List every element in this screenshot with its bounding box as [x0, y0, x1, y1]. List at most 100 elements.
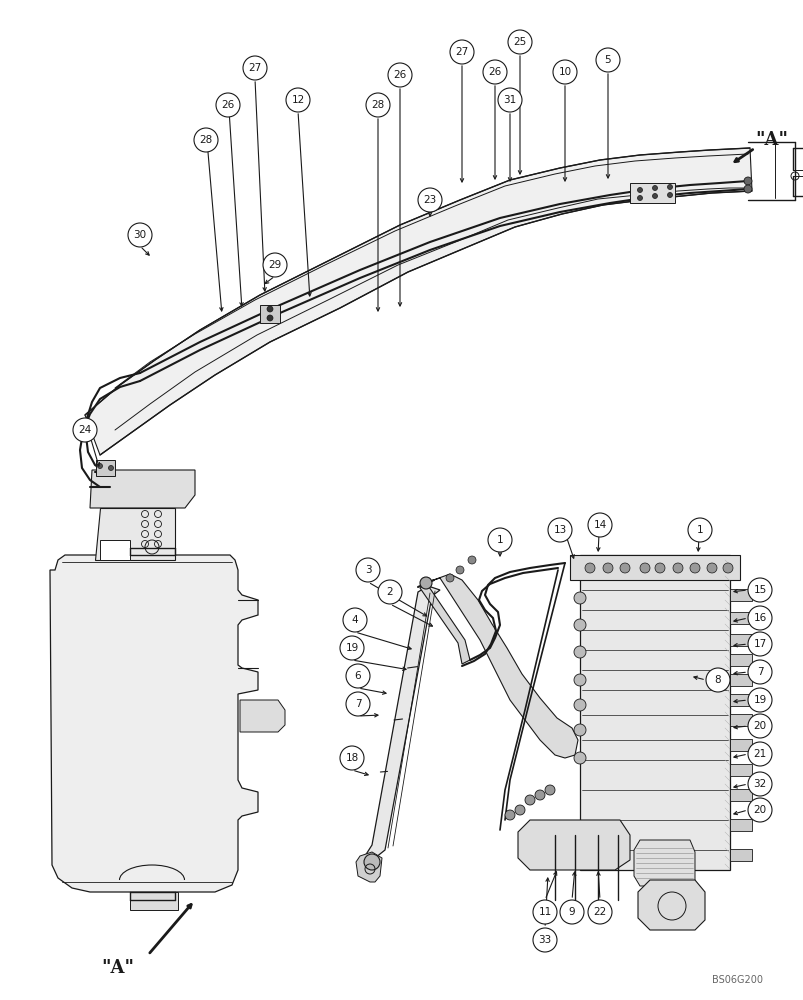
Circle shape — [128, 223, 152, 247]
Circle shape — [345, 664, 369, 688]
Circle shape — [507, 30, 532, 54]
Circle shape — [108, 466, 113, 471]
Polygon shape — [579, 555, 729, 870]
Circle shape — [573, 699, 585, 711]
Polygon shape — [517, 820, 630, 870]
Circle shape — [743, 185, 751, 193]
Circle shape — [687, 518, 711, 542]
Text: "A": "A" — [101, 959, 134, 977]
Circle shape — [345, 692, 369, 716]
Circle shape — [532, 900, 556, 924]
Circle shape — [467, 556, 475, 564]
Text: 32: 32 — [752, 779, 766, 789]
Circle shape — [343, 608, 366, 632]
Bar — [729, 849, 751, 861]
Text: 3: 3 — [365, 565, 371, 575]
Circle shape — [619, 563, 630, 573]
Circle shape — [705, 668, 729, 692]
Text: 5: 5 — [604, 55, 610, 65]
Circle shape — [450, 40, 474, 64]
Circle shape — [652, 186, 657, 191]
Circle shape — [524, 795, 534, 805]
Bar — [729, 634, 751, 646]
Bar — [729, 819, 751, 831]
Circle shape — [595, 48, 619, 72]
Text: 10: 10 — [558, 67, 571, 77]
Circle shape — [747, 688, 771, 712]
Text: 24: 24 — [78, 425, 92, 435]
Polygon shape — [95, 508, 175, 560]
Text: 33: 33 — [538, 935, 551, 945]
Circle shape — [689, 563, 699, 573]
Circle shape — [194, 128, 218, 152]
Polygon shape — [427, 574, 577, 758]
Circle shape — [654, 563, 664, 573]
Circle shape — [497, 88, 521, 112]
Circle shape — [747, 714, 771, 738]
Circle shape — [747, 772, 771, 796]
Circle shape — [263, 253, 287, 277]
Bar — [729, 789, 751, 801]
Bar — [729, 764, 751, 776]
Polygon shape — [365, 586, 439, 858]
Circle shape — [747, 606, 771, 630]
Polygon shape — [634, 840, 694, 886]
Text: 31: 31 — [503, 95, 516, 105]
Text: 7: 7 — [354, 699, 361, 709]
Text: 21: 21 — [752, 749, 766, 759]
Circle shape — [504, 810, 515, 820]
Circle shape — [573, 674, 585, 686]
Text: 1: 1 — [496, 535, 503, 545]
Polygon shape — [85, 148, 751, 455]
Circle shape — [639, 563, 649, 573]
Circle shape — [747, 578, 771, 602]
Bar — [729, 654, 751, 666]
Circle shape — [672, 563, 683, 573]
Text: 6: 6 — [354, 671, 361, 681]
Circle shape — [552, 60, 577, 84]
Circle shape — [573, 619, 585, 631]
Circle shape — [666, 185, 671, 190]
Polygon shape — [50, 555, 258, 892]
Circle shape — [637, 196, 642, 200]
Circle shape — [747, 742, 771, 766]
Polygon shape — [638, 880, 704, 930]
Circle shape — [377, 580, 402, 604]
Text: "A": "A" — [754, 131, 787, 149]
Text: 27: 27 — [248, 63, 261, 73]
Circle shape — [587, 513, 611, 537]
Text: 17: 17 — [752, 639, 766, 649]
Text: 25: 25 — [513, 37, 526, 47]
Circle shape — [388, 63, 411, 87]
Bar — [729, 612, 751, 624]
Circle shape — [73, 418, 97, 442]
Text: 1: 1 — [696, 525, 703, 535]
Circle shape — [548, 518, 571, 542]
Polygon shape — [240, 700, 284, 732]
Text: 13: 13 — [552, 525, 566, 535]
Circle shape — [419, 577, 431, 589]
Text: 7: 7 — [756, 667, 762, 677]
Circle shape — [243, 56, 267, 80]
Circle shape — [534, 790, 544, 800]
Circle shape — [722, 563, 732, 573]
Circle shape — [267, 315, 273, 321]
Circle shape — [573, 646, 585, 658]
Circle shape — [666, 192, 671, 198]
Circle shape — [340, 636, 364, 660]
Text: 20: 20 — [752, 721, 765, 731]
Circle shape — [446, 574, 454, 582]
Circle shape — [747, 660, 771, 684]
Circle shape — [560, 900, 583, 924]
Text: 2: 2 — [386, 587, 393, 597]
Circle shape — [216, 93, 240, 117]
Bar — [729, 714, 751, 726]
Text: 14: 14 — [593, 520, 606, 530]
Circle shape — [286, 88, 310, 112]
Text: 9: 9 — [568, 907, 575, 917]
Polygon shape — [130, 892, 177, 910]
Circle shape — [587, 900, 611, 924]
Circle shape — [706, 563, 716, 573]
Text: 23: 23 — [423, 195, 436, 205]
Bar — [729, 739, 751, 751]
